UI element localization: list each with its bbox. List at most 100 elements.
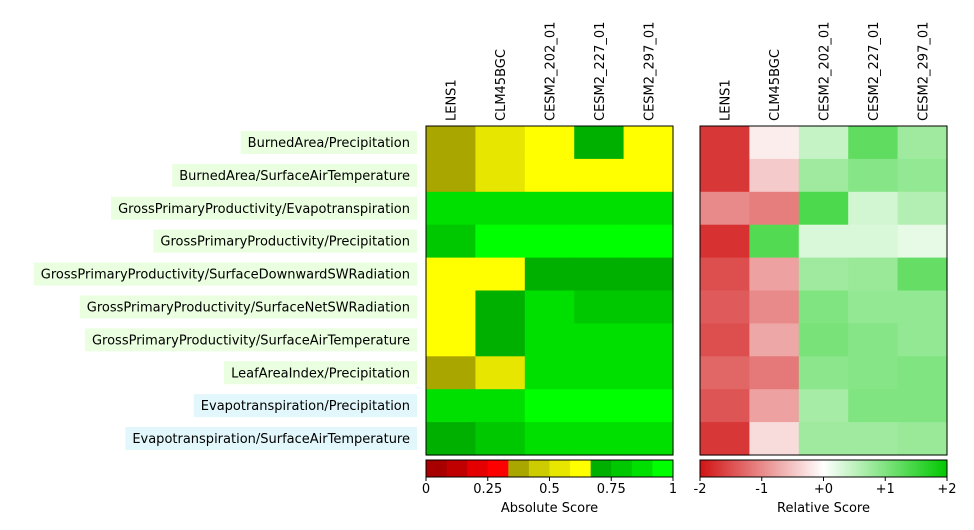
column-header: CESM2_297_01 — [642, 22, 657, 121]
colorbar-segment — [475, 460, 478, 477]
colorbar-segment — [938, 460, 942, 477]
colorbar-segment — [831, 460, 835, 477]
heatmap-cell — [798, 290, 849, 324]
colorbar-segment — [656, 460, 660, 477]
colorbar-segment — [600, 460, 604, 477]
colorbar-segment — [576, 460, 579, 477]
colorbar-segment — [547, 460, 550, 477]
colorbar-segment — [535, 460, 538, 477]
heatmap-cell — [475, 422, 526, 456]
colorbar-segment — [539, 460, 542, 477]
colorbar-segment — [720, 460, 724, 477]
colorbar-segment — [765, 460, 769, 477]
heatmap-cell — [574, 422, 625, 456]
heatmap-cell — [848, 389, 899, 423]
colorbar-segment — [658, 460, 662, 477]
colorbar-segment — [864, 460, 868, 477]
colorbar-segment — [712, 460, 715, 477]
colorbar-segment — [623, 460, 627, 477]
colorbar-segment — [757, 460, 761, 477]
heatmap-cell — [524, 158, 575, 193]
colorbar-segment — [815, 460, 818, 477]
colorbar-segment — [646, 460, 649, 477]
colorbar-segment — [594, 460, 598, 477]
heatmap-cell — [749, 191, 800, 226]
row-label: GrossPrimaryProductivity/SurfaceDownward… — [33, 262, 417, 286]
heatmap-cell — [475, 323, 526, 357]
row-label: BurnedArea/SurfaceAirTemperature — [172, 163, 417, 187]
colorbar-segment — [438, 460, 441, 477]
colorbar-segment — [872, 460, 876, 477]
colorbar-segment — [819, 460, 822, 477]
heatmap-frame — [425, 125, 674, 456]
column-header: CESM2_227_01 — [593, 22, 608, 121]
colorbar-segment — [916, 460, 919, 477]
colorbar-segment — [440, 460, 443, 477]
colorbar-segment — [907, 460, 911, 477]
colorbar-segment — [922, 460, 925, 477]
colorbar-segment — [722, 460, 726, 477]
colorbar-segment — [846, 460, 849, 477]
colorbar-segment — [588, 460, 592, 477]
row-label-text: GrossPrimaryProductivity/SurfaceDownward… — [41, 268, 410, 283]
colorbar-segment — [897, 460, 901, 477]
row-label: GrossPrimaryProductivity/Evapotranspirat… — [111, 196, 417, 220]
colorbar-segment — [879, 460, 882, 477]
colorbar-segment — [944, 460, 948, 477]
heatmap-cell — [798, 191, 849, 226]
colorbar-segment — [835, 460, 839, 477]
heatmap-cell — [749, 290, 800, 324]
colorbar-segment — [942, 460, 946, 477]
colorbar-segment — [856, 460, 859, 477]
colorbar-tick-label: -1 — [755, 482, 768, 497]
colorbar-segment — [471, 460, 474, 477]
colorbar-segment — [644, 460, 647, 477]
heatmap-cell — [749, 389, 800, 423]
colorbar-segment — [784, 460, 787, 477]
colorbar-segment — [866, 460, 870, 477]
colorbar-segment — [854, 460, 857, 477]
heatmap-cell — [749, 356, 800, 390]
colorbar-segment — [724, 460, 728, 477]
colorbar-segment — [469, 460, 472, 477]
colorbar-segment — [504, 460, 507, 477]
colorbar-segment — [710, 460, 713, 477]
heatmap-cell — [426, 323, 476, 357]
heatmap-cell — [700, 158, 750, 193]
colorbar-segment — [909, 460, 913, 477]
colorbar-segment — [844, 460, 847, 477]
colorbar-segment — [914, 460, 917, 477]
heatmap-cell — [700, 422, 750, 456]
row-label-text: BurnedArea/SurfaceAirTemperature — [179, 169, 410, 184]
colorbar-segment — [870, 460, 874, 477]
heatmap-cell — [798, 389, 849, 423]
heatmap-cell — [897, 290, 948, 324]
heatmap-cell — [524, 224, 575, 259]
colorbar-segment — [654, 460, 658, 477]
colorbar-segment — [596, 460, 600, 477]
colorbar-segment — [726, 460, 730, 477]
colorbar-segment — [668, 460, 672, 477]
colorbar-segment — [426, 460, 429, 477]
colorbar-segment — [648, 460, 651, 477]
colorbar-segment — [821, 460, 824, 477]
colorbar-segment — [516, 460, 520, 477]
colorbar-segment — [893, 460, 897, 477]
colorbar-segment — [716, 460, 720, 477]
heatmap-cell — [426, 224, 476, 259]
colorbar-tick-label: 0.75 — [597, 482, 626, 497]
colorbar-segment — [631, 460, 635, 477]
row-label-highlight — [172, 163, 417, 187]
column-header: CESM2_202_01 — [818, 22, 833, 121]
colorbar-segment — [479, 460, 483, 477]
heatmap-cell — [798, 224, 849, 259]
colorbar-segment — [662, 460, 666, 477]
colorbar-label: Absolute Score — [501, 501, 598, 516]
colorbar-segment — [891, 460, 894, 477]
colorbar-segment — [582, 460, 585, 477]
heatmap-cell — [623, 158, 674, 193]
colorbar-segment — [926, 460, 929, 477]
heatmap-cell — [897, 191, 948, 226]
colorbar-segment — [772, 460, 775, 477]
colorbar-segment — [780, 460, 783, 477]
